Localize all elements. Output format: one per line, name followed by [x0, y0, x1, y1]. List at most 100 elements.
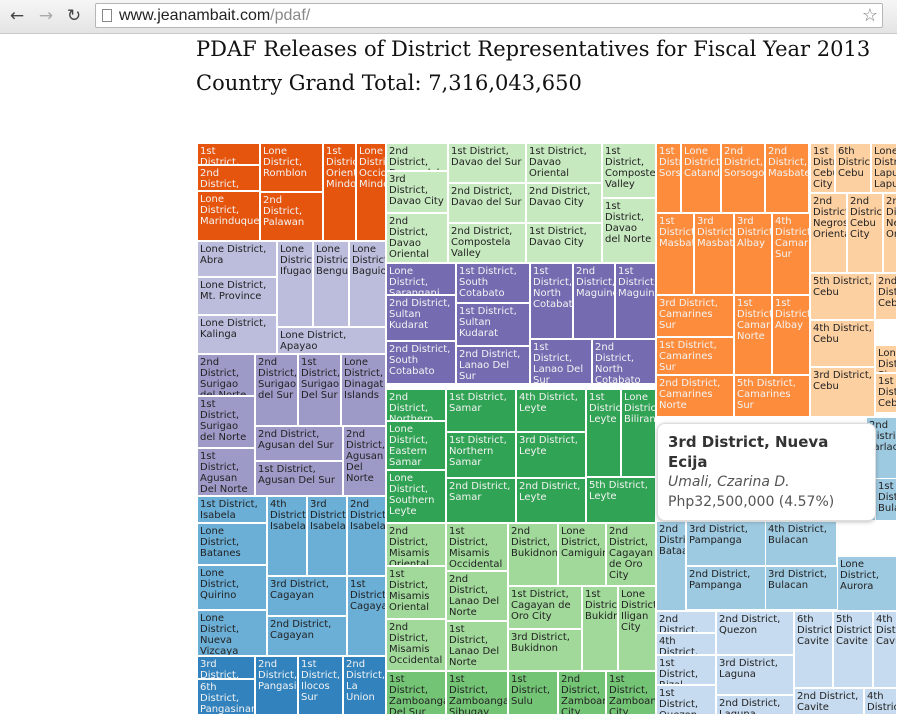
treemap-cell[interactable]: 1st District, Bulacan [875, 478, 897, 521]
treemap-cell[interactable]: Lone District, Kalinga [197, 315, 277, 354]
treemap-cell[interactable]: 1st District, Palawan [197, 143, 260, 165]
treemap-cell[interactable]: 2nd District, Surigao del Sur [255, 354, 298, 426]
treemap-cell[interactable]: 2nd District, Masbate [765, 143, 809, 213]
treemap-cell[interactable]: 1st District, Agusan Del Sur [255, 461, 343, 496]
treemap-cell[interactable]: 2nd District, Sorsogon [721, 143, 765, 213]
treemap-cell[interactable]: Lone District, Marinduque [197, 191, 260, 241]
treemap-cell[interactable]: 2nd District, Batangas [656, 611, 716, 633]
reload-icon[interactable]: ↻ [66, 6, 82, 26]
treemap-cell[interactable]: 2nd District, Misamis Occidental [386, 619, 446, 671]
treemap-cell[interactable]: Lone District, Quirino [197, 565, 267, 610]
treemap-cell[interactable]: Lone District, Ifugao [277, 241, 313, 327]
forward-arrow-icon[interactable]: → [38, 6, 54, 26]
treemap-cell[interactable]: 2nd District, Zamboanga City [558, 671, 606, 715]
treemap-cell[interactable]: 2nd District, Cagayan [267, 616, 347, 656]
treemap-cell[interactable]: 2nd District, Davao del Norte [386, 143, 448, 171]
treemap-cell[interactable]: 2nd District, Maguindanao [573, 263, 615, 339]
treemap-cell[interactable]: Lone District, Camiguin [558, 523, 606, 586]
treemap-cell[interactable]: 1st District, Surigao Del Sur [298, 354, 341, 426]
treemap-cell[interactable]: 2nd District, Laguna [716, 695, 794, 715]
treemap-cell[interactable]: Lone District, Siquijor [875, 345, 897, 373]
bookmark-star-icon[interactable]: ☆ [861, 5, 878, 25]
treemap-cell[interactable]: Lone District, Romblon [260, 143, 323, 192]
treemap-cell[interactable]: 2nd District, Cebu [875, 273, 897, 320]
treemap-cell[interactable]: 1st District, Albay [772, 295, 810, 375]
treemap-cell[interactable]: 4th District, Camarines Sur [772, 213, 810, 295]
treemap-cell[interactable]: 1st District, Camarines Norte [734, 295, 772, 375]
treemap-cell[interactable]: Lone District, Iligan City [618, 586, 656, 671]
treemap-cell[interactable]: 3rd District, Isabela [307, 496, 347, 576]
treemap-cell[interactable]: 2nd District, Surigao del Norte [197, 354, 255, 396]
treemap-cell[interactable]: 1st District, Davao Oriental [526, 143, 602, 183]
treemap-cell[interactable]: 4th District, Cavite [873, 611, 897, 688]
treemap-cell[interactable]: 3rd District, Bukidnon [508, 629, 582, 671]
treemap-cell[interactable]: Lone District, Occidental Mindoro [356, 143, 386, 241]
treemap-cell[interactable]: 4th District, Batangas [864, 688, 897, 715]
treemap-cell[interactable]: 5th District, Cebu [810, 273, 875, 320]
treemap-cell[interactable]: 4th District, Isabela [267, 496, 307, 576]
treemap-cell[interactable]: 1st District, Davao City [526, 223, 602, 263]
treemap-cell[interactable]: 2nd District, Isabela [347, 496, 386, 576]
treemap-cell[interactable]: 2nd District, Negros Oriental [810, 193, 847, 273]
treemap-cell[interactable]: 2nd District, Lanao Del Norte [446, 571, 508, 621]
treemap-cell[interactable]: 1st District, Cagayan de Oro City [508, 586, 582, 629]
treemap-cell[interactable]: 1st District, Samar [446, 389, 516, 432]
treemap-cell[interactable]: 2nd District, Pampanga [686, 566, 766, 610]
treemap-cell[interactable]: 2nd District, Pangasinan [255, 656, 298, 715]
treemap-cell[interactable]: 1st District, Oriental Mindoro [323, 143, 356, 241]
treemap-cell[interactable]: 1st District, Masbate [656, 213, 694, 295]
treemap-cell[interactable]: Lone District, Eastern Samar [386, 421, 446, 470]
treemap-cell[interactable]: 4th District, Laguna [656, 633, 716, 655]
treemap-cell[interactable]: 2nd District, Leyte [516, 478, 586, 523]
treemap-cell[interactable]: 1st District, Davao del Norte [602, 198, 656, 263]
treemap-cell[interactable]: 1st District, Leyte [586, 389, 621, 477]
treemap-cell[interactable]: 5th District, Cavite [833, 611, 873, 688]
treemap-cell[interactable]: 2nd District, Palawan [260, 192, 323, 241]
treemap-cell[interactable]: 6th District, Cebu [835, 143, 871, 193]
treemap-cell[interactable]: 1st District, Isabela [197, 496, 267, 523]
treemap-cell[interactable]: Lone District, Lapu-Lapu [871, 143, 897, 193]
treemap-cell[interactable]: 2nd District, Cavite [794, 688, 864, 715]
back-arrow-icon[interactable]: ← [9, 6, 25, 26]
treemap-cell[interactable]: 3rd District, Cebu [810, 367, 875, 417]
treemap-cell[interactable]: 1st District, Maguindanao [615, 263, 656, 339]
treemap-cell[interactable]: 1st District, Northern Samar [446, 432, 516, 478]
treemap-cell[interactable]: 2nd District, Oriental [197, 165, 260, 191]
treemap-cell[interactable]: 1st District, Davao del Sur [448, 143, 526, 183]
treemap-cell[interactable]: 2nd District, South Cotabato [386, 341, 456, 384]
address-bar[interactable]: www.jeanambait.com/pdaf/ ☆ [95, 3, 883, 28]
treemap-cell[interactable]: 4th District, Cebu [810, 320, 875, 367]
treemap-cell[interactable]: 3rd District, Leyte [516, 432, 586, 478]
treemap-cell[interactable]: 2nd District, North Cotabato [592, 339, 656, 384]
treemap-cell[interactable]: 2nd District, Agusan Del Norte [343, 426, 386, 496]
treemap-cell[interactable]: 2nd District, Compostela Valley [448, 223, 526, 263]
treemap-cell[interactable]: 1st District, Misamis Oriental [386, 566, 446, 619]
treemap-cell[interactable]: 2nd District, Bukidnon [508, 523, 558, 586]
treemap-cell[interactable]: 3rd District, Davao City [386, 171, 448, 213]
treemap-cell[interactable]: Lone District, Apayao [277, 327, 386, 354]
treemap-cell[interactable]: 6th District, Pangasinan [197, 679, 255, 715]
treemap-cell[interactable]: 2nd District, Lanao Del Sur [456, 346, 530, 384]
treemap-cell[interactable]: 2nd District, Cebu City [847, 193, 883, 273]
treemap-cell[interactable]: Lone District, Aurora [837, 556, 897, 611]
treemap-cell[interactable]: 2nd District, Agusan del Sur [255, 426, 343, 461]
treemap-cell[interactable]: 1st District, Cebu [875, 373, 897, 413]
treemap-cell[interactable]: 1st District, Agusan Del Norte [197, 448, 255, 496]
treemap-cell[interactable]: 1st District, South Cotabato [456, 263, 530, 303]
treemap-cell[interactable]: Lone District, Benguet [313, 241, 349, 327]
treemap-cell[interactable]: 3rd District, Masbate [694, 213, 734, 295]
treemap-cell[interactable]: 3rd District, Pangasinan [197, 656, 255, 679]
treemap-cell[interactable]: 1st District, Ilocos Sur [298, 656, 343, 715]
treemap-cell[interactable]: 2nd District, Camarines Norte [656, 375, 734, 417]
treemap-cell[interactable]: Lone District, Catanduanes [681, 143, 721, 213]
treemap-cell[interactable]: 1st District, Zamboanga Del Sur [386, 671, 446, 715]
treemap-cell[interactable]: Lone District, Nueva Vizcaya [197, 610, 267, 656]
treemap-cell[interactable]: 2nd District, Davao Oriental [386, 213, 448, 263]
treemap-cell[interactable]: 2nd District, Samar [446, 478, 516, 523]
treemap-cell[interactable]: 2nd District, Cagayan de Oro City [606, 523, 656, 586]
treemap-cell[interactable]: 1st District, Misamis Occidental [446, 523, 508, 571]
treemap-cell[interactable]: 1st District, Surigao del Norte [197, 396, 255, 448]
treemap-cell[interactable]: 5th District, Camarines Sur [734, 375, 810, 417]
treemap-cell[interactable]: Lone District, Dinagat Islands [341, 354, 386, 426]
treemap-cell[interactable]: 2nd District, Sultan Kudarat [386, 295, 456, 341]
